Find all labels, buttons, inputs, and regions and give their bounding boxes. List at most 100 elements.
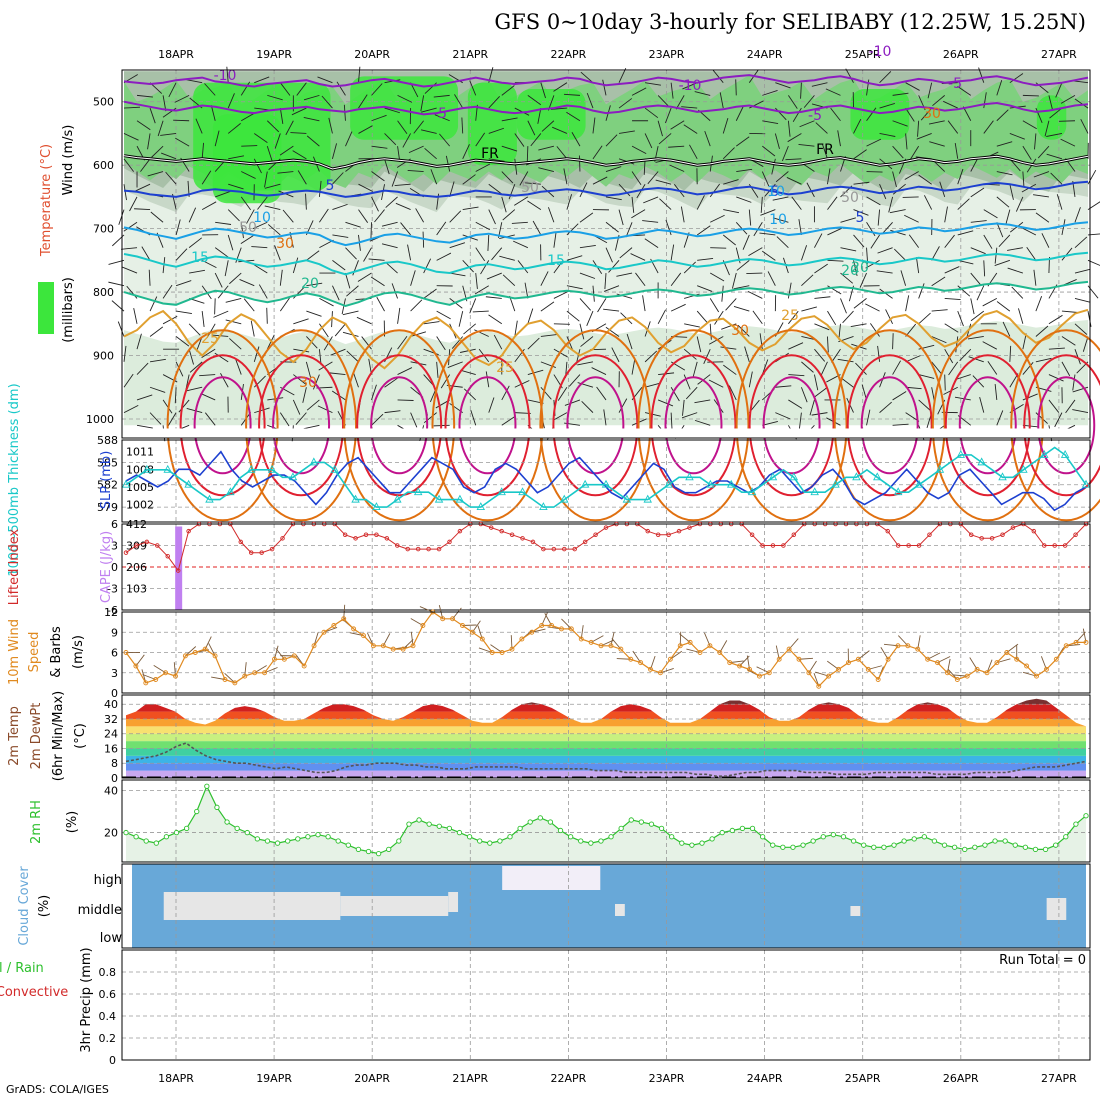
wind-barb	[189, 269, 205, 274]
rh-marker	[719, 829, 725, 836]
lifted-index-marker	[593, 532, 598, 538]
wind-barb	[376, 296, 385, 312]
wind-barb	[252, 221, 268, 230]
wind-barb	[682, 82, 698, 90]
thickness-marker	[184, 479, 193, 488]
wind-barb	[725, 298, 737, 311]
wind-barb	[527, 200, 542, 210]
wind-barb	[579, 212, 594, 223]
wind-barb	[318, 361, 333, 371]
wind-barb	[118, 209, 125, 225]
wind-barb	[870, 323, 880, 337]
wind-barb	[227, 234, 234, 251]
wind-barb	[342, 310, 359, 316]
wind-barb	[384, 377, 398, 388]
wind-barb	[357, 272, 372, 282]
wind-barb	[188, 237, 203, 249]
rh-marker	[699, 840, 705, 846]
wind-barb	[240, 196, 252, 211]
wind-barb	[944, 348, 954, 364]
wind-barb	[385, 261, 398, 274]
wind-barb	[134, 208, 151, 211]
li-axis-label: Lifted Index	[7, 528, 22, 605]
wind-barb	[762, 90, 778, 96]
wind-barb	[160, 133, 177, 136]
wind-barb	[694, 91, 711, 96]
wind-barb	[229, 272, 242, 285]
wind-barb	[553, 348, 568, 358]
wind-barb	[475, 163, 491, 172]
wind-speed-marker	[549, 623, 555, 628]
wind-barb	[659, 198, 672, 210]
rh-marker	[669, 834, 675, 840]
wind-barb	[580, 71, 594, 84]
isotherm-25	[123, 308, 1089, 370]
contour-label: -5	[433, 106, 447, 122]
wind-barb	[931, 309, 948, 312]
wind-speed-marker	[905, 643, 911, 649]
rh-marker	[436, 823, 442, 829]
wind-barb	[959, 348, 972, 361]
warm-contour	[566, 376, 625, 475]
contour-label: 25	[496, 360, 514, 376]
wind-barb	[1035, 357, 1052, 363]
thickness-marker	[246, 464, 256, 473]
wind-barb	[1055, 82, 1063, 98]
wind-barb	[470, 409, 477, 426]
cape-axis-label: CAPE (J/kg)	[99, 531, 114, 603]
thickness-marker	[434, 494, 444, 503]
wind-barb	[605, 166, 622, 172]
wind-barb	[214, 247, 229, 258]
wind-speed-marker	[727, 660, 733, 666]
li-tick-label: 3	[111, 540, 118, 553]
lifted-index-marker	[186, 528, 191, 534]
thickness-marker	[914, 479, 924, 488]
wind-barb	[970, 220, 987, 223]
wind-barb	[762, 421, 778, 426]
wind-barb	[603, 285, 620, 292]
wind-barb	[449, 210, 462, 223]
contour-label: 15	[547, 253, 565, 269]
wind-barb	[586, 310, 594, 327]
lifted-index-marker	[989, 536, 995, 541]
wind-barb	[501, 196, 507, 213]
wind-speed-marker	[400, 646, 406, 652]
rh-marker	[972, 844, 978, 850]
wind-barb	[642, 295, 646, 312]
rh-marker	[153, 840, 159, 846]
rh-marker	[335, 838, 341, 844]
rh-marker	[679, 840, 685, 846]
wind-barb	[342, 331, 359, 337]
wind-barb	[420, 129, 437, 134]
wind-barb	[358, 66, 361, 83]
wind-speed-marker	[351, 626, 357, 632]
panel-frame	[121, 611, 1091, 694]
wind-barb	[436, 310, 451, 320]
wind-barb	[552, 412, 568, 421]
wind-barb	[228, 155, 245, 160]
wind-barb	[792, 107, 802, 123]
wind-barb	[801, 306, 817, 312]
thickness-marker	[810, 487, 819, 496]
wind-barb	[916, 133, 932, 140]
lifted-index-marker	[488, 525, 494, 530]
wind-barb	[368, 258, 385, 261]
wind-barb	[776, 236, 789, 248]
wind-speed-marker	[806, 670, 812, 676]
wind-barb	[820, 361, 828, 377]
thickness-marker	[142, 464, 152, 473]
wind-barb	[762, 145, 776, 157]
thickness-marker	[580, 479, 590, 488]
warm-contour	[664, 376, 723, 475]
lifted-index-marker	[384, 536, 390, 541]
wind-barb	[579, 298, 591, 311]
wind-barb	[909, 145, 920, 160]
wind-barb	[775, 412, 791, 420]
lifted-index-marker	[1073, 532, 1078, 538]
wind-barb	[553, 290, 569, 299]
wind-barb	[253, 264, 268, 274]
wind-barb	[722, 118, 729, 134]
below-ground-mask	[122, 428, 1090, 438]
wind-barb	[709, 298, 720, 313]
